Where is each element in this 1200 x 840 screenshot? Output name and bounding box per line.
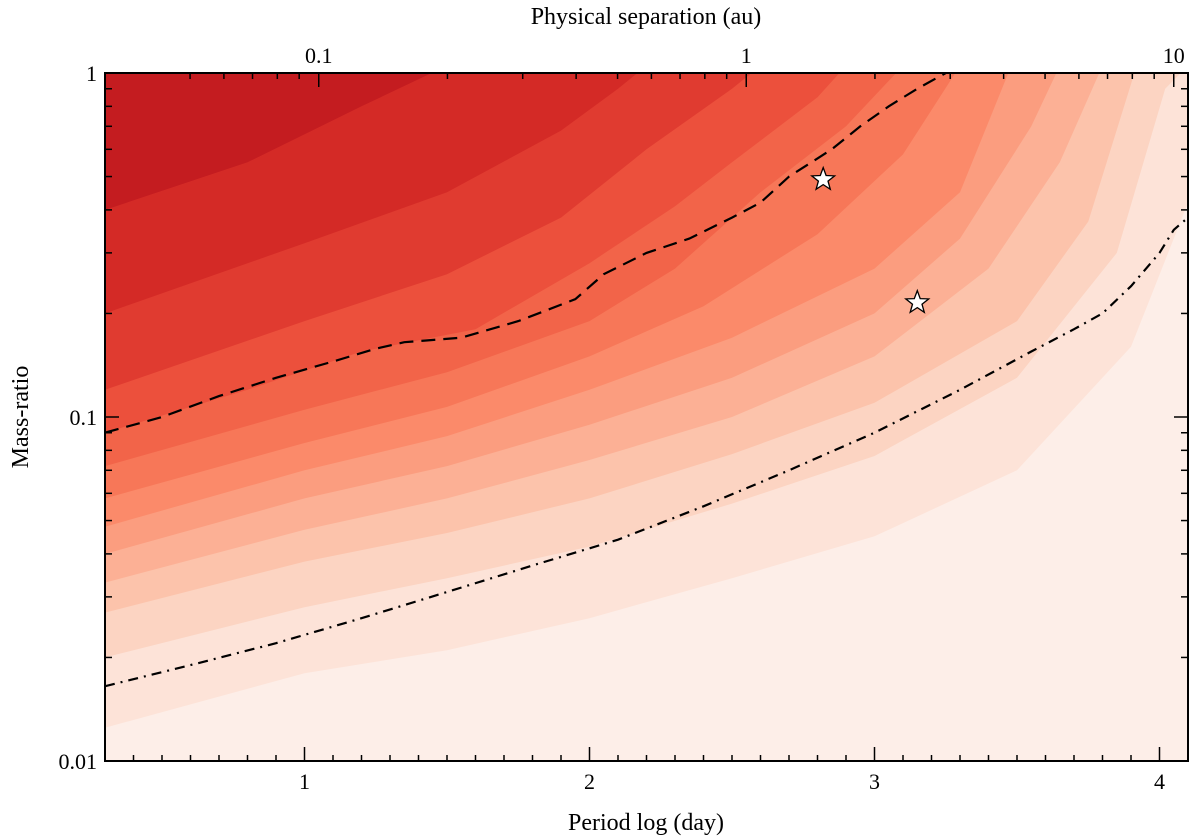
star-marker-2	[904, 288, 931, 314]
y-tick-label: 0.1	[70, 405, 98, 430]
top-tick-label: 10	[1163, 43, 1185, 68]
top-axis-title: Physical separation (au)	[531, 4, 762, 30]
contour-level-12	[105, 73, 432, 210]
x-tick-label: 3	[869, 769, 880, 794]
dashed-boundary-line	[105, 73, 947, 434]
x-tick-label: 1	[299, 769, 310, 794]
axis-ticks: 1 2 3 4 0.1 1 10 1 0.1 0.01	[59, 43, 1188, 794]
boundary-lines	[105, 73, 1188, 688]
top-tick-label: 0.1	[305, 43, 333, 68]
x-tick-label: 2	[584, 769, 595, 794]
y-tick-label: 1	[86, 61, 97, 86]
x-tick-label: 4	[1154, 769, 1165, 794]
y-axis-title: Mass-ratio	[8, 366, 34, 469]
x-axis-title: Period log (day)	[568, 810, 724, 836]
contour-levels	[105, 73, 1188, 728]
top-tick-label: 1	[741, 43, 752, 68]
y-tick-label: 0.01	[59, 749, 98, 774]
star-marker-1	[810, 165, 837, 191]
markers	[810, 165, 931, 314]
